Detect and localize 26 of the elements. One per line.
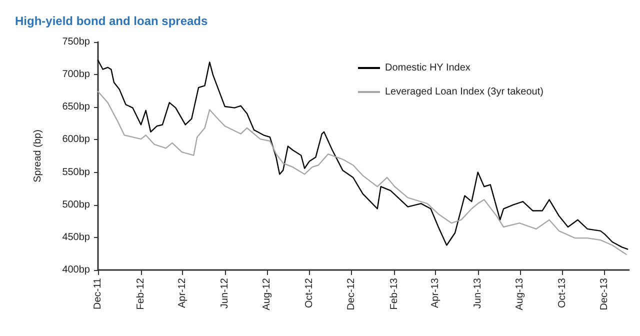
x-tick-label: Feb-12 — [135, 278, 146, 310]
y-tick-label: 550bp — [62, 166, 90, 178]
y-tick-label: 500bp — [62, 199, 90, 210]
x-tick-label: Oct-13 — [556, 278, 568, 308]
y-tick-label: 700bp — [62, 69, 90, 80]
x-tick-label: Dec-13 — [599, 278, 610, 310]
chart-title: High-yield bond and loan spreads — [15, 14, 208, 28]
x-tick-label: Apr-13 — [430, 278, 442, 308]
legend-label: Leveraged Loan Index (3yr takeout) — [385, 86, 544, 98]
legend-label: Domestic HY Index — [385, 62, 470, 74]
y-tick-label: 750bp — [62, 36, 90, 48]
x-tick-label: Feb-13 — [389, 278, 400, 310]
y-tick-label: 400bp — [62, 264, 90, 276]
y-axis-title: Spread (bp) — [32, 130, 44, 182]
x-tick-label: Aug-12 — [262, 278, 273, 310]
x-tick-label: Apr-12 — [177, 278, 188, 308]
x-tick-label: Dec-11 — [92, 278, 104, 310]
y-tick-label: 650bp — [62, 102, 90, 113]
x-tick-label: Aug-13 — [514, 278, 526, 310]
x-tick-label: Jun-13 — [472, 278, 484, 309]
x-tick-label: Jun-12 — [219, 278, 230, 309]
x-tick-label: Dec-12 — [346, 278, 358, 310]
y-tick-label: 450bp — [62, 232, 90, 243]
y-tick-label: 600bp — [62, 134, 90, 146]
x-tick-label: Oct-12 — [304, 278, 315, 308]
line-series — [97, 60, 628, 250]
